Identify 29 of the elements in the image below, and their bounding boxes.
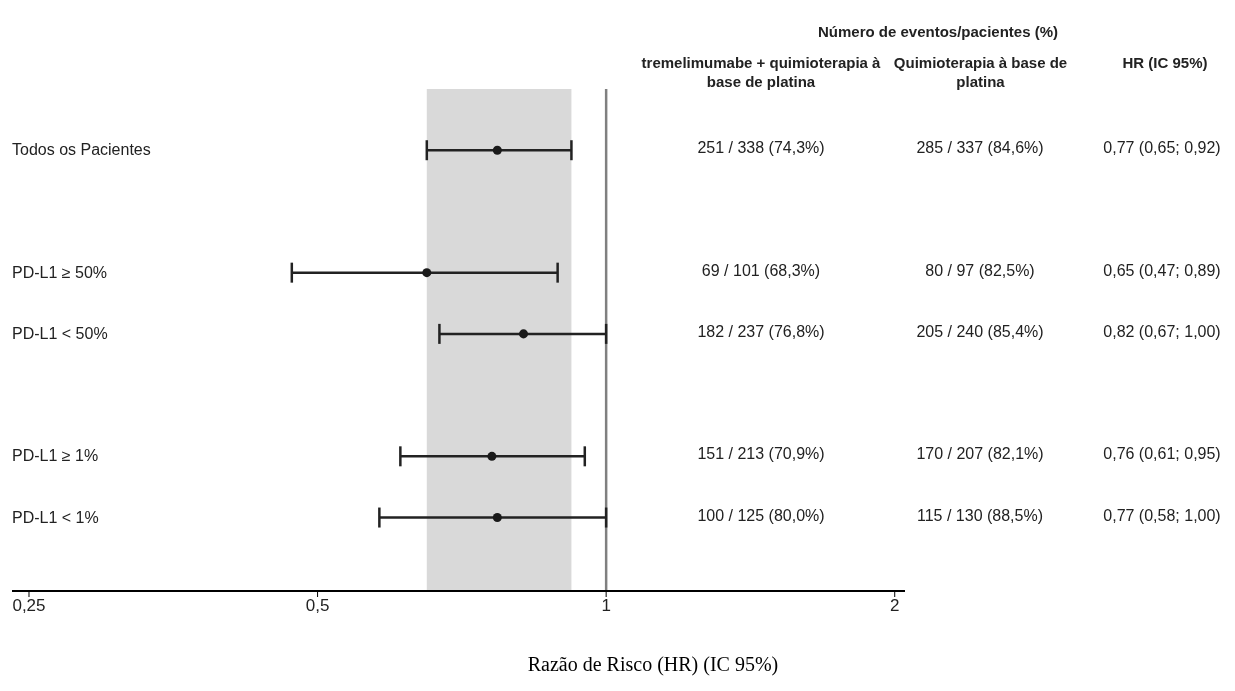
y-tick-label: PD-L1 < 50% xyxy=(12,324,108,342)
text: 80 / 97 (82,5%) xyxy=(924,261,1036,280)
data-label: 0,77 (0,58; 1,00) xyxy=(1102,506,1222,525)
y-tick-label: PD-L1 < 1% xyxy=(12,508,99,526)
text: 115 / 130 (88,5%) xyxy=(916,506,1044,525)
x-tick-label: 1 xyxy=(601,596,611,616)
annotation: 151 / 213 (70,9%) xyxy=(696,445,826,464)
annotation: 182 / 237 (76,8%) xyxy=(696,322,826,341)
y-tick-label: PD-L1 ≥ 1% xyxy=(12,447,99,465)
x-tick-label: 2 xyxy=(889,596,900,616)
annotation: 100 / 125 (80,0%) xyxy=(696,506,826,525)
text: 285 / 337 (84,6%) xyxy=(915,139,1045,158)
x-tick-label: 0,25 xyxy=(12,596,46,616)
annotation: Quimioterapia à base de platina xyxy=(892,53,1069,91)
data-label: 0,65 (0,47; 0,89) xyxy=(1102,261,1222,280)
data-label: 0,77 (0,65; 0,92) xyxy=(1102,139,1222,158)
x-tick-label: 0,5 xyxy=(305,596,330,616)
data-label: 0,76 (0,61; 0,95) xyxy=(1102,445,1222,464)
y-tick-label: PD-L1 ≥ 50% xyxy=(12,263,108,281)
annotation: 69 / 101 (68,3%) xyxy=(700,261,822,280)
annotation: tremelimumabe + quimioterapia à base de platina xyxy=(640,53,882,91)
data-label: 0,82 (0,67; 1,00) xyxy=(1102,322,1222,341)
text: HR (IC 95%) xyxy=(1121,53,1209,72)
text: 205 / 240 (85,4%) xyxy=(915,322,1045,341)
text: 170 / 207 (82,1%) xyxy=(915,445,1045,464)
annotation: 251 / 338 (74,3%) xyxy=(696,139,826,158)
text: Número de eventos/pacientes (%) xyxy=(816,22,1060,41)
x-axis-title: Razão de Risco (HR) (IC 95%) xyxy=(526,653,780,676)
y-tick-label: Todos os Pacientes xyxy=(12,141,151,159)
